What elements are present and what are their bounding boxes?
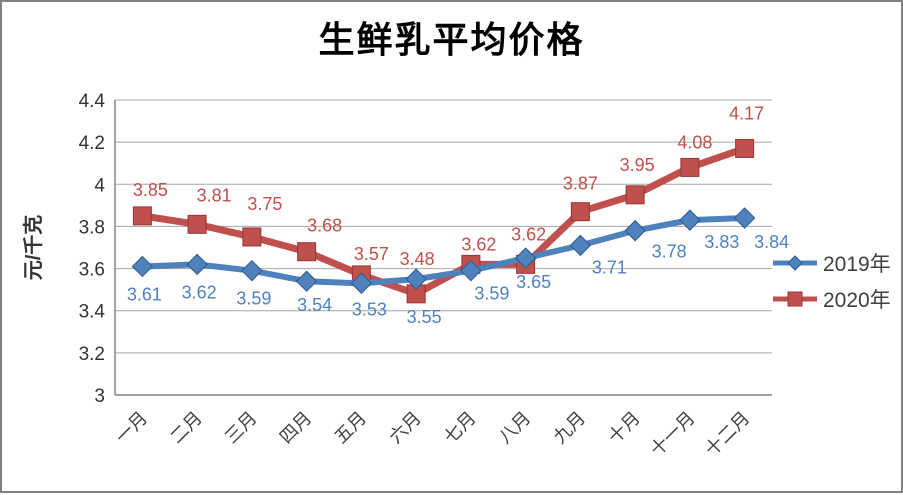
data-point-diamond-2019 [679,209,701,231]
data-point-square-2020 [680,157,700,177]
legend: 2019年 2020年 [772,252,891,324]
data-point-diamond-2019 [241,259,263,282]
data-label-2020: 3.62 [511,224,546,244]
data-label-2020: 3.87 [563,174,598,194]
data-point-square-2020 [570,202,590,222]
x-tick-label: 一月 [112,408,152,448]
data-point-square-2020 [297,242,317,262]
data-point-square-2020 [625,185,645,205]
data-label-2020: 3.75 [247,194,282,214]
data-label-2019: 3.53 [352,299,387,319]
data-label-2019: 3.84 [754,232,789,252]
data-point-square-2020 [735,138,755,158]
data-point-diamond-2019 [405,268,427,290]
data-label-2020: 3.81 [197,185,232,205]
x-tick-label: 六月 [385,408,425,448]
legend-swatch-2019 [773,255,817,271]
data-label-2019: 3.83 [704,232,739,252]
data-point-square-2020 [187,214,207,234]
data-label-2020: 3.62 [461,234,496,254]
x-tick-label: 九月 [550,408,590,448]
data-label-2019: 3.78 [652,242,687,262]
x-tick-label: 十一月 [646,408,698,460]
y-axis-title: 元/千克 [22,215,45,281]
data-point-diamond-2019 [460,259,482,282]
data-point-square-2020 [242,227,262,247]
y-tick-label: 3.4 [79,302,106,323]
legend-label-2019: 2019年 [823,253,891,276]
data-label-2019: 3.54 [297,295,332,315]
data-label-2020: 4.08 [677,132,712,152]
x-tick-label: 七月 [440,408,480,448]
x-tick-label: 十月 [604,408,644,448]
chart-title: 生鲜乳平均价格 [318,20,585,60]
x-tick-label: 十二月 [701,408,753,460]
y-tick-label: 3.6 [79,260,105,281]
y-tick-label: 4 [94,175,105,196]
data-label-2020: 3.68 [307,216,342,236]
data-label-2019: 3.59 [474,284,509,304]
diamond-marker-icon [787,255,803,271]
square-marker-icon [787,291,803,307]
data-point-diamond-2019 [569,234,592,257]
y-tick-label: 3 [94,386,105,407]
legend-label-2020: 2020年 [823,289,891,312]
data-label-2020: 3.48 [400,249,435,269]
x-tick-label: 八月 [495,408,535,448]
data-point-diamond-2019 [514,247,537,269]
y-tick-label: 3.8 [79,217,105,238]
data-label-2019: 3.62 [182,282,217,302]
legend-item-2019: 2019年 [772,252,891,276]
data-point-square-2020 [132,206,152,226]
data-label-2019: 3.55 [407,307,442,327]
data-point-diamond-2019 [624,219,646,242]
data-label-2019: 3.71 [592,257,627,277]
y-tick-label: 4.2 [79,133,105,154]
y-tick-label: 4.4 [79,91,106,112]
data-label-2019: 3.59 [236,289,271,309]
data-label-2020: 3.85 [133,180,168,200]
x-tick-label: 三月 [221,408,261,448]
legend-item-2020: 2020年 [772,288,891,312]
data-label-2020: 4.17 [729,103,764,123]
data-label-2019: 3.65 [516,272,551,292]
x-tick-label: 四月 [276,408,316,448]
data-point-diamond-2019 [350,272,373,295]
x-tick-label: 二月 [166,408,206,448]
x-tick-label: 五月 [331,408,371,448]
data-point-diamond-2019 [131,255,154,278]
data-point-diamond-2019 [186,253,208,276]
data-point-diamond-2019 [295,270,318,292]
data-point-diamond-2019 [733,207,756,229]
data-label-2020: 3.57 [354,244,389,264]
legend-swatch-2020 [773,291,817,307]
data-label-2019: 3.61 [127,284,162,304]
y-tick-label: 3.2 [79,344,105,365]
data-label-2020: 3.95 [620,155,655,175]
